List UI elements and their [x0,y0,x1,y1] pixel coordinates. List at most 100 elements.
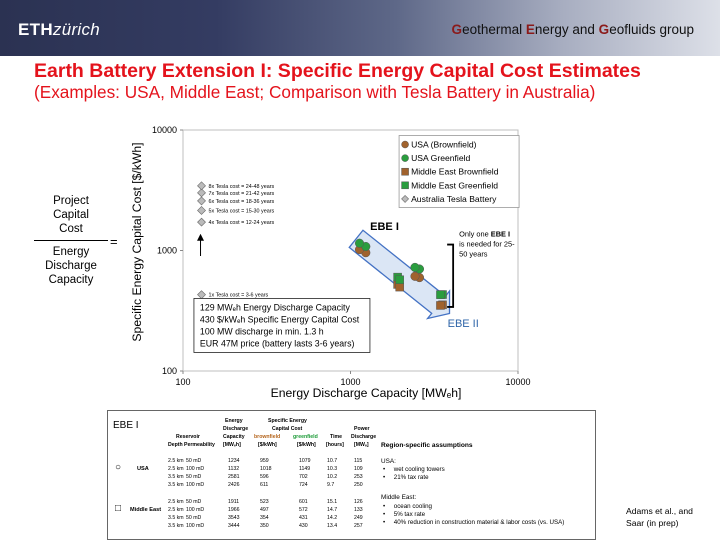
slide-title: Earth Battery Extension I: Specific Ener… [34,60,641,82]
table-cell: 250 [354,482,363,488]
legend-marker-square [401,181,409,190]
formula-denominator-3: Capacity [48,274,94,286]
formula-numerator-1: Project [53,195,89,207]
formula-denominator-1: Energy [52,246,90,258]
table-cell: 2.5 km [168,458,184,464]
header-power-3: [MWₑ] [354,442,369,448]
me-assumptions-title: Middle East: [381,494,417,501]
table-cell: 596 [260,474,269,480]
legend-marker-circle [401,140,409,149]
table-cell: 2.5 km [168,466,184,472]
only-one-line-2: is needed for 25- [459,240,515,249]
table-cell: 350 [260,523,269,529]
me-assumption-3: • 40% reduction in construction material… [383,519,565,526]
header-capacity-3: Capacity [223,434,245,440]
group-name: Geothermal Energy and Geofluids group [451,22,694,37]
table-cell: 354 [260,515,269,521]
usa-assumption-1: • wet cooling towers [383,466,445,473]
header-permeability: Permeability [184,442,215,448]
data-point-square [395,282,404,292]
data-point-diamond [197,206,206,215]
table-cell: 702 [299,474,308,480]
data-point-square [395,275,404,284]
reference-note: Adams et al., and Saar (in prep) [626,505,693,529]
usa-group-label: USA [137,466,149,472]
data-point-square [436,301,445,310]
cost-formula: Project Capital Cost Energy Discharge Ca… [28,194,114,287]
tesla-info-line: EUR 47M price (battery lasts 3-6 years) [200,338,355,348]
table-cell: 10.3 [327,466,338,472]
legend-marker-circle [401,154,409,162]
table-cell: 109 [354,466,363,472]
table-cell: 50 mD [186,474,202,480]
table-cell: 9.7 [327,482,335,488]
legend-label: Australia Tesla Battery [411,194,497,204]
reference-line-2: Saar (in prep) [626,518,679,528]
table-cell: 611 [260,482,269,488]
legend-marker-diamond [401,194,410,203]
table-cell: 3.5 km [168,523,184,529]
header-reservoir: Reservoir [176,434,200,440]
table-cell: 10.7 [327,458,338,464]
table-cell: 249 [354,515,363,521]
header-assumptions: Region-specific assumptions [381,442,473,449]
results-table: EBE I Reservoir Depth Permeability Energ… [107,410,596,540]
table-cell: 3.5 km [168,474,184,480]
header-unit-green: [$/kWh] [297,442,316,448]
usa-assumption-2: • 21% tax rate [383,474,429,481]
header-brownfield: brownfield [254,434,281,440]
x-axis-title: Energy Discharge Capacity [MWₑh] [271,386,462,400]
legend-label: USA Greenfield [411,153,470,163]
table-cell: 50 mD [186,458,202,464]
tesla-label: 4x Tesla cost = 12-24 years [209,220,275,226]
table-cell: 100 mD [186,523,205,529]
header-cost-2: Capital Cost [272,426,303,432]
table-cell: 3.5 km [168,515,184,521]
legend-label: Middle East Greenfield [411,180,498,190]
only-one-line-1: Only one EBE I [459,230,510,239]
table-cell: 724 [299,482,308,488]
table-cell: 1079 [299,458,311,464]
table-cell: 100 mD [186,507,205,513]
table-cell: 959 [260,458,269,464]
usa-assumptions-title: USA: [381,458,396,465]
header-capacity-4: [MWₑh] [223,442,241,448]
header-depth: Depth [168,442,183,448]
table-cell: 2426 [228,482,240,488]
table-cell: 1911 [228,499,240,505]
tesla-label: 6x Tesla cost = 18-36 years [209,199,275,205]
table-label: EBE I [113,420,139,431]
ebe2-label: EBE II [448,318,479,330]
x-tick-label: 10000 [505,377,530,387]
table-cell: 115 [354,458,363,464]
header-time-1: Time [330,434,343,440]
header-greenfield: greenfield [293,434,318,440]
table-cell: 14.2 [327,515,338,521]
table-cell: 431 [299,515,308,521]
table-cell: 3543 [228,515,240,521]
legend-box [398,135,520,208]
table-cell: 1149 [299,466,311,472]
header-capacity-1: Energy [225,418,243,424]
x-tick-label: 1000 [340,377,360,387]
y-tick-label: 1000 [157,246,177,256]
data-point-diamond [197,290,206,300]
fraction-bar [34,240,108,241]
only-one-line-3: 50 years [459,250,488,259]
header-unit-brown: [$/kWh] [258,442,277,448]
header-bar: ETHzürich Geothermal Energy and Geofluid… [0,0,720,56]
table-cell: 257 [354,523,363,529]
data-point-diamond [197,181,206,191]
tesla-label: 7x Tesla cost = 21-42 years [209,191,275,197]
scatter-chart: Specific Energy Capital Cost [$/kWh] Ene… [130,125,531,400]
table-cell: 100 mD [186,466,205,472]
table-cell: 13.4 [327,523,338,529]
data-point-circle [354,238,365,248]
reference-line-1: Adams et al., and [626,506,693,516]
legend-marker-square [401,167,409,176]
table-cell: 10.2 [327,474,338,480]
data-point-square [436,290,445,299]
tesla-label: 5x Tesla cost = 15-30 years [209,208,275,214]
data-point-circle [410,271,420,281]
legend-label: USA (Brownfield) [411,140,477,150]
